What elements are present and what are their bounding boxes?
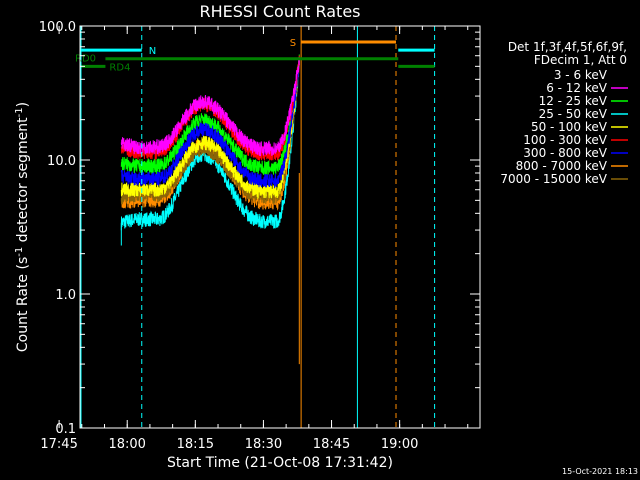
- legend-entry-5: 100 - 300 keV: [523, 133, 607, 147]
- y-tick-label-1: 10.0: [47, 154, 76, 169]
- legend-entry-3: 25 - 50 keV: [539, 107, 608, 121]
- y-tick-label-0: 100.0: [39, 20, 76, 35]
- y-tick-label-3: 0.1: [55, 422, 76, 437]
- y-axis-label-end: ): [15, 102, 31, 107]
- legend-entry-0: 3 - 6 keV: [554, 68, 608, 82]
- legend-header-line-1: Det 1f,3f,4f,5f,6f,9f,: [508, 40, 627, 54]
- x-tick-label-3: 18:30: [245, 437, 282, 452]
- legend-entry-2: 12 - 25 keV: [539, 94, 608, 108]
- x-tick-label-0: 17:45: [40, 437, 77, 452]
- legend-entry-4: 50 - 100 keV: [531, 120, 608, 134]
- y-axis-label-sup1: -1: [14, 247, 25, 257]
- y-axis-label-sup2: -1: [14, 107, 25, 117]
- y-axis-label: Count Rate (s-1 detector segment-1): [14, 102, 32, 352]
- flag-label-S: S: [290, 38, 296, 49]
- legend-header-line-2: FDecim 1, Att 0: [534, 53, 627, 67]
- flag-label-RD0: RD0: [75, 54, 96, 65]
- y-axis-label-main: Count Rate (s: [15, 257, 31, 352]
- flag-label-N: N: [149, 46, 156, 57]
- x-tick-label-1: 18:00: [108, 437, 145, 452]
- legend: Det 1f,3f,4f,5f,6f,9f, FDecim 1, Att 0 3…: [500, 40, 628, 186]
- series-line-6: [120, 57, 300, 189]
- data-series-layer: [120, 54, 300, 365]
- legend-entry-1: 6 - 12 keV: [546, 81, 608, 95]
- y-axis-label-mid: detector segment: [15, 117, 31, 247]
- series-line-4: [120, 57, 300, 199]
- flag-label-RD4: RD4: [109, 62, 130, 73]
- legend-entry-8: 7000 - 15000 keV: [500, 172, 607, 186]
- x-tick-label-5: 19:00: [381, 437, 418, 452]
- plot-frame: [79, 25, 481, 429]
- series-line-2: [120, 54, 300, 176]
- generation-timestamp: 15-Oct-2021 18:13: [562, 467, 638, 476]
- legend-entry-7: 800 - 7000 keV: [516, 159, 608, 173]
- flag-layer: N S RD0 RD4: [75, 26, 436, 428]
- x-tick-label-4: 18:45: [313, 437, 350, 452]
- x-tick-label-2: 18:15: [177, 437, 214, 452]
- y-tick-label-2: 1.0: [55, 288, 76, 303]
- legend-entry-6: 300 - 800 keV: [523, 146, 607, 160]
- chart-title: RHESSI Count Rates: [200, 2, 361, 21]
- x-axis-label: Start Time (21-Oct-08 17:31:42): [167, 455, 393, 471]
- axis-ticks: 17:45 18:00 18:15 18:30 18:45 19:00 100.0 10.0 1…: [39, 20, 480, 452]
- series-line-1: [120, 57, 300, 157]
